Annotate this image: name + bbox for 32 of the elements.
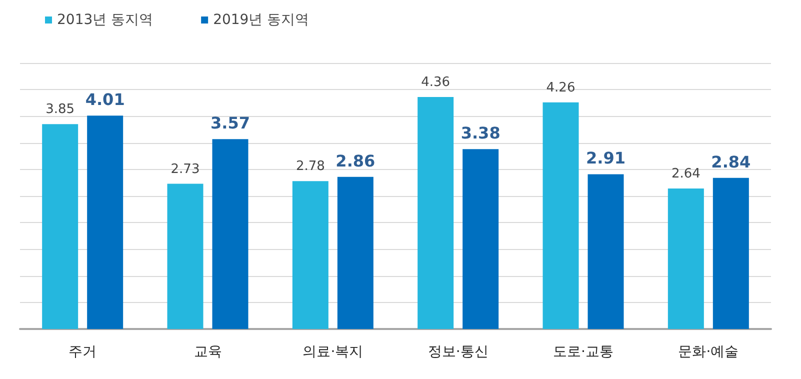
data-label: 2.64: [671, 166, 700, 182]
data-label: 3.85: [46, 102, 75, 118]
bar: [462, 149, 499, 329]
data-label: 3.38: [460, 124, 500, 143]
x-tick-label: 주거: [68, 344, 97, 360]
data-label: 4.36: [421, 75, 450, 90]
data-label: 2.73: [170, 162, 200, 177]
x-tick-label: 정보·통신: [428, 344, 488, 360]
data-label: 2.86: [336, 151, 376, 170]
x-tick-label: 도로·교통: [553, 344, 614, 360]
bar: [337, 176, 374, 329]
data-label: 2.78: [296, 159, 325, 174]
bar: [418, 97, 454, 329]
bar: [87, 116, 124, 329]
bar: [292, 181, 328, 329]
data-label: 2.91: [586, 148, 626, 168]
x-tick-label: 교육: [194, 344, 222, 360]
bar: [212, 139, 248, 329]
data-label: 4.01: [85, 90, 125, 110]
bar: [42, 124, 78, 329]
x-tick-label: 문화·예술: [678, 344, 739, 360]
data-label: 4.26: [546, 80, 576, 96]
data-label: 3.57: [210, 114, 250, 133]
bar: [167, 184, 204, 329]
bar: [588, 174, 624, 329]
bar: [542, 102, 579, 329]
legend-label: 2019년 동지역: [213, 12, 310, 28]
legend-label: 2013년 동지역: [57, 12, 154, 28]
bar: [712, 178, 749, 329]
x-tick-label: 의료·복지: [302, 344, 364, 360]
bar: [668, 188, 704, 329]
data-label: 2.84: [711, 152, 751, 172]
